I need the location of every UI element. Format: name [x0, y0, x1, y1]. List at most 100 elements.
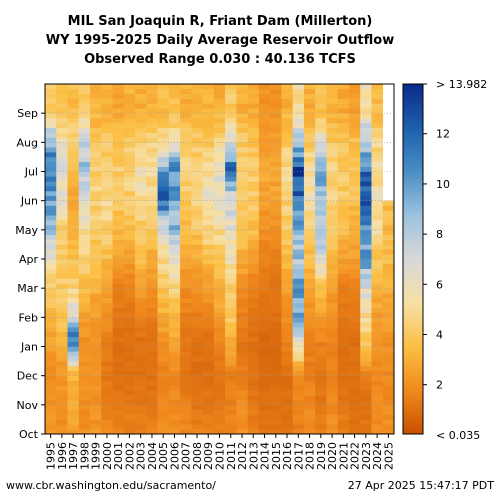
heat-cell [56, 205, 68, 211]
heat-cell [45, 424, 57, 430]
heat-cell [213, 127, 226, 133]
heat-cell [292, 259, 305, 265]
heat-cell [123, 171, 136, 177]
heat-cell [101, 210, 113, 216]
heat-cell [112, 336, 125, 342]
x-tick-label: 2013 [247, 442, 260, 470]
heat-cell [292, 322, 305, 328]
heat-cell [191, 254, 203, 260]
x-tick-label: 2014 [259, 442, 272, 470]
heat-cell [270, 331, 282, 338]
x-tick-label: 2002 [123, 442, 136, 470]
heat-cell [101, 395, 113, 401]
heat-cell [247, 147, 260, 153]
heat-cell [67, 186, 80, 192]
heat-cell [236, 419, 248, 425]
heat-cell [315, 380, 327, 386]
heat-cell [146, 200, 158, 206]
heat-cell [360, 327, 372, 333]
source-url[interactable]: www.cbr.washington.edu/sacramento/ [6, 479, 216, 492]
heat-cell [78, 395, 91, 401]
heat-cell [157, 142, 170, 148]
heat-cell [56, 127, 68, 133]
heat-cell [360, 341, 372, 347]
heat-cell [281, 195, 293, 201]
heat-cell [225, 293, 237, 299]
heat-cell [247, 263, 260, 270]
heat-cell [45, 307, 57, 313]
heat-cell [90, 215, 102, 221]
heat-cell [135, 239, 147, 245]
heat-cell [157, 390, 170, 396]
heat-cell [247, 297, 260, 304]
heat-cell [202, 205, 215, 211]
heat-cell [292, 317, 305, 323]
heat-cell [225, 156, 237, 163]
heat-cell [270, 263, 282, 270]
heat-cell [157, 385, 170, 391]
heat-cell [236, 317, 248, 323]
heat-cell [236, 205, 248, 211]
heat-cell [348, 399, 361, 406]
heat-cell [360, 336, 372, 342]
heat-cell [281, 259, 293, 265]
heat-cell [348, 147, 361, 153]
heat-cell [326, 375, 339, 381]
heat-cell [213, 331, 226, 338]
heat-cell [78, 312, 91, 318]
heat-cell [213, 200, 226, 206]
heat-cell [123, 195, 136, 201]
heat-cell [247, 84, 260, 90]
heat-cell [45, 229, 57, 235]
heat-cell [180, 297, 192, 304]
heat-cell [180, 84, 192, 90]
heat-cell [191, 268, 203, 274]
heat-cell [292, 142, 305, 148]
heat-cell [337, 273, 350, 279]
heat-cell [270, 176, 282, 182]
heat-cell [146, 288, 158, 294]
heat-cell [315, 166, 327, 172]
heat-cell [303, 103, 316, 109]
heat-cell [213, 341, 226, 347]
heat-cell [258, 322, 271, 328]
heat-cell [213, 293, 226, 299]
heat-cell [78, 190, 91, 197]
heat-cell [315, 317, 327, 323]
heat-cell [112, 200, 125, 206]
heat-cell [360, 380, 372, 386]
heat-cell [180, 385, 192, 391]
heat-cell [326, 302, 339, 308]
heat-cell [348, 297, 361, 304]
heat-cell [135, 317, 147, 323]
heat-cell [168, 429, 181, 435]
heat-cell [270, 224, 282, 231]
heat-cell [180, 132, 192, 138]
heat-cell [236, 259, 248, 265]
heat-cell [270, 356, 282, 362]
heat-cell [225, 200, 237, 206]
heat-cell [101, 93, 113, 99]
heat-cell [67, 283, 80, 289]
heat-cell [247, 205, 260, 211]
x-tick-label: 2022 [349, 442, 362, 470]
heat-cell [303, 370, 316, 376]
heat-cell [236, 370, 248, 376]
heat-cell [337, 409, 350, 415]
heat-cell [191, 108, 203, 114]
heat-cell [247, 346, 260, 352]
heat-cell [146, 142, 158, 148]
heat-cell [180, 137, 192, 143]
heat-cell [180, 190, 192, 197]
heat-cell [326, 127, 339, 133]
heat-cell [303, 312, 316, 318]
heat-cell [213, 288, 226, 294]
heat-cell [292, 409, 305, 415]
heat-cell [225, 249, 237, 255]
heat-cell [348, 424, 361, 430]
heat-cell [191, 200, 203, 206]
heat-cell [315, 322, 327, 328]
heat-cell [258, 108, 271, 114]
heat-cell [78, 273, 91, 279]
